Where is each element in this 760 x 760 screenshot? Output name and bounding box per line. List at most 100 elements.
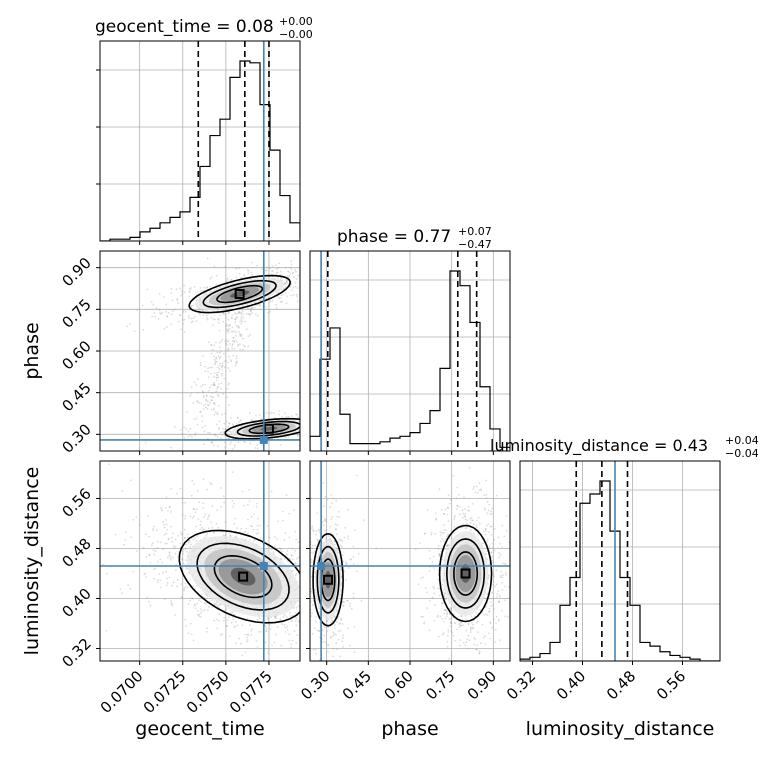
sample-point [488,563,491,566]
sample-point [233,341,236,343]
sample-point [215,356,218,359]
sample-point [343,601,345,604]
sample-point [457,493,460,496]
sample-point [477,516,480,519]
sample-point [469,521,472,524]
sample-point [275,307,278,309]
sample-point [511,586,513,588]
sample-point [250,271,253,274]
sample-point [310,602,312,604]
sample-point [219,362,222,365]
sample-point [241,315,244,318]
sample-point [283,282,286,284]
sample-point [352,545,355,548]
sample-point [193,515,195,518]
sample-point [213,603,216,606]
sample-point [186,536,189,539]
sample-point [351,612,353,614]
sample-point [255,639,258,642]
sample-point [246,641,248,643]
sample-point [423,622,425,625]
sample-point [419,542,422,544]
sample-point [235,340,238,343]
sample-point [227,355,230,358]
sample-point [308,583,310,585]
sample-point [288,274,291,277]
sample-point [304,581,306,583]
sample-point [213,265,216,268]
sample-point [466,638,469,641]
sample-point [171,604,174,607]
sample-point [492,584,494,586]
sample-point [302,424,304,426]
sample-point [456,504,459,507]
sample-point [232,611,234,613]
sample-point [315,412,317,414]
sample-point [337,511,340,513]
sample-point [209,366,212,369]
sample-point [205,395,208,398]
sample-point [307,590,309,592]
sample-point [184,559,187,562]
sample-point [161,311,164,314]
sample-point [288,536,291,539]
sample-point [346,603,348,605]
sample-point [289,611,291,614]
sample-point [495,583,498,586]
sample-point [304,607,306,609]
sample-point [477,491,479,494]
sample-point [201,415,204,418]
sample-point [186,586,188,588]
sample-point [237,326,240,328]
sample-point [114,533,117,536]
sample-point [439,615,442,618]
sample-point [233,347,236,350]
sample-point [437,587,439,590]
sample-point [498,552,500,554]
sample-point [307,605,309,607]
sample-point [461,509,464,512]
sample-point [312,633,314,635]
sample-point [166,542,168,545]
sample-point [308,613,310,615]
sample-point [127,584,130,586]
sample-point [220,350,222,352]
sample-point [432,597,435,600]
svg-text:−0.00: −0.00 [279,28,313,41]
x-tick-label-luminosity-distance: 0.32 [503,667,539,703]
sample-point [188,295,191,298]
sample-point [188,540,190,542]
sample-point [206,286,209,289]
sample-point [329,422,331,424]
sample-point [193,285,196,288]
sample-point [330,494,333,496]
sample-point [183,537,186,540]
title-phase: phase = 0.77 +0.07 −0.47 [337,225,492,251]
sample-point [441,583,444,586]
sample-point [485,493,488,496]
sample-point [285,436,287,439]
sample-point [310,612,313,614]
sample-point [304,414,306,416]
sample-point [239,419,242,421]
sample-point [202,314,205,316]
sample-point [286,275,289,277]
sample-point [220,374,223,377]
sample-point [197,613,199,616]
sample-point [335,642,338,644]
sample-point [315,533,317,536]
sample-point [177,550,180,553]
sample-point [193,483,196,485]
sample-point [254,313,257,316]
sample-point [307,435,309,437]
sample-point [165,519,167,521]
sample-point [498,556,500,559]
sample-point [172,545,175,547]
sample-point [214,411,217,414]
sample-point [464,513,467,515]
sample-point [333,412,335,414]
sample-point [234,318,237,321]
sample-point [241,348,244,351]
sample-point [197,490,199,492]
sample-point [161,509,164,512]
